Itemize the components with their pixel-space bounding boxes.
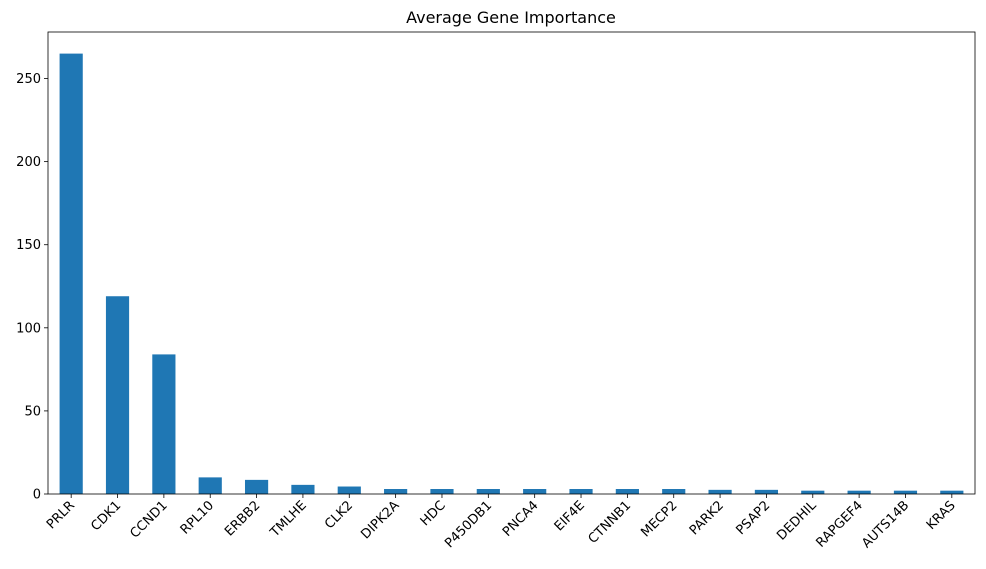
x-tick-label: PSAP2 <box>733 498 773 538</box>
x-tick-label: CLK2 <box>322 498 356 532</box>
x-tick-label: MECP2 <box>638 498 680 540</box>
bar-p450db1 <box>476 489 500 494</box>
y-axis: 0 50 100 150 200 250 <box>16 72 48 503</box>
bar-tmlhe <box>291 484 315 494</box>
x-tick-label: HDC <box>418 498 449 529</box>
bar-kras <box>940 490 964 494</box>
y-tick-label: 250 <box>16 72 41 87</box>
y-tick-label: 0 <box>33 488 41 503</box>
bar-rapgef4 <box>847 490 871 494</box>
x-tick-label: DEDHIL <box>774 498 820 544</box>
x-tick-label: CDK1 <box>88 498 124 534</box>
bar-clk2 <box>337 486 361 494</box>
x-tick-label: TMLHE <box>267 498 310 541</box>
x-tick-label: PRLR <box>44 498 78 532</box>
bar-mecp2 <box>662 489 686 494</box>
bar-ctnnb1 <box>615 489 639 494</box>
plot-area-frame <box>47 31 976 495</box>
x-tick-label: P450DB1 <box>442 498 495 551</box>
x-tick-label: EIF4E <box>552 498 588 534</box>
x-tick-label: CCND1 <box>127 498 170 541</box>
bar-ccnd1 <box>152 354 176 494</box>
y-tick-label: 50 <box>24 404 41 419</box>
bar-psap2 <box>754 489 779 494</box>
x-tick-label: AUTS14B <box>859 498 912 551</box>
bar-rpl10 <box>198 477 222 494</box>
x-tick-label: PARK2 <box>687 498 727 538</box>
x-axis: PRLR CDK1 CCND1 RPL10 ERBB2 TMLHE CLK2 DIPK2A HD… <box>44 494 959 551</box>
bar-cdk1 <box>105 296 130 494</box>
bar-hdc <box>430 489 454 494</box>
bar-dedhil <box>801 490 825 494</box>
y-tick-label: 200 <box>16 155 41 170</box>
y-tick-label: 100 <box>16 321 41 336</box>
bar-pnca4 <box>523 489 547 494</box>
bar-dipk2a <box>384 489 408 494</box>
x-tick-label: PNCA4 <box>500 498 542 540</box>
y-tick-label: 150 <box>16 238 41 253</box>
chart-title: Average Gene Importance <box>406 8 616 27</box>
x-tick-label: RPL10 <box>178 498 217 537</box>
x-tick-label: ERBB2 <box>222 498 263 539</box>
x-tick-label: RAPGEF4 <box>813 498 866 551</box>
bar-prlr <box>59 53 83 495</box>
x-tick-label: DIPK2A <box>358 498 402 542</box>
bars-group <box>59 53 964 495</box>
x-tick-label: CTNNB1 <box>586 498 635 547</box>
bar-eif4e <box>569 489 593 494</box>
bar-auts14b <box>893 490 918 494</box>
bar-park2 <box>708 489 732 494</box>
bar-erbb2 <box>244 479 269 494</box>
x-tick-label: KRAS <box>924 498 959 533</box>
